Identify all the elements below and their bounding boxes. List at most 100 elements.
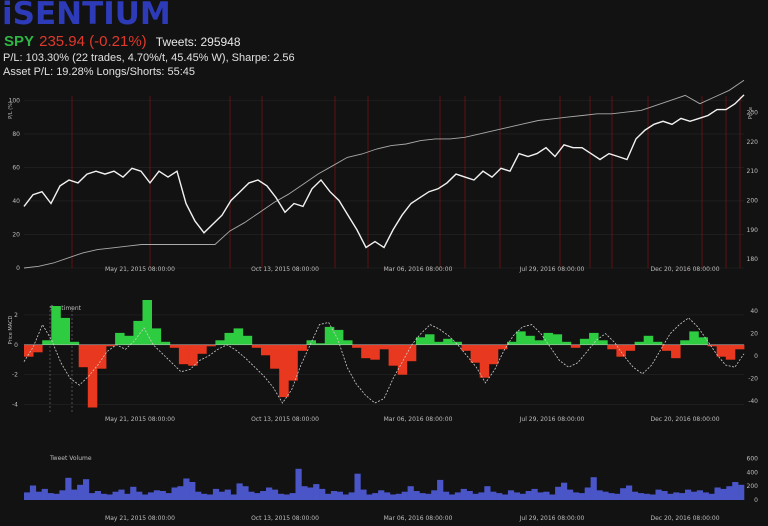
sentiment-bar [497,344,508,350]
volume-bar [614,493,621,500]
sentiment-bar [124,335,134,345]
volume-bar [218,491,225,500]
volume-bar [230,494,237,500]
volume-bar [454,492,461,500]
volume-bar [602,491,609,500]
sentiment-bar [552,334,563,345]
sentiment-bar [415,337,426,345]
sentiment-bar [652,341,663,345]
volume-bar [342,494,349,500]
volume-bar [531,488,538,500]
sentiment-bar [169,344,180,348]
sentiment-bar [370,344,380,360]
volume-bar [437,479,444,500]
macd-line [23,317,745,404]
y-tick-label: 400 [747,469,759,476]
sentiment-bar [561,341,572,345]
x-tick-label: Jul 29, 2016 08:00:00 [519,416,585,423]
sentiment-bar [115,332,125,345]
sentiment-bar [507,341,517,345]
volume-bar [655,489,662,500]
volume-bar [431,490,438,500]
volume-bar [555,486,562,500]
sentiment-bar [434,341,444,345]
volume-bar [507,490,515,500]
volume-bar [260,491,267,500]
x-tick-label: May 21, 2015 08:00:00 [105,416,175,423]
sentiment-bar [671,344,681,359]
volume-bar [201,493,208,500]
volume-bar [307,487,314,500]
volume-bar [130,486,137,500]
sentiment-bar [133,320,143,345]
sentiment-bar [452,341,462,345]
sentiment-bar [315,343,326,345]
sentiment-bar [215,340,225,345]
volume-bar [136,491,143,500]
x-tick-label: Jul 29, 2016 08:00:00 [519,266,585,273]
volume-bar [224,489,231,500]
volume-bar [519,493,526,500]
volume-bar [366,494,373,500]
x-tick-label: Oct 13, 2015 08:00:00 [251,416,319,423]
sentiment-bar [689,331,699,345]
sentiment-bar [324,326,335,345]
volume-bar [561,482,568,500]
sentiment-bar [106,344,116,347]
sentiment-bar [625,344,635,351]
volume-bar [637,493,644,500]
volume-bar [271,489,279,500]
volume-bar [65,477,72,500]
sentiment-bar [680,340,690,345]
sentiment-bar [488,344,499,365]
volume-bar [679,493,686,500]
x-tick-label: Dec 20, 2016 08:00:00 [650,266,719,273]
sentiment-bar [306,340,316,345]
volume-bar [147,492,155,500]
volume-bar [378,490,385,500]
volume-bar [242,486,249,500]
volume-bar [177,486,184,500]
volume-bar [71,489,78,500]
volume-bar [590,477,597,500]
volume-bar [47,493,54,500]
volume-bar [667,493,674,500]
volume-bar [714,487,721,500]
volume-bar [726,486,733,500]
volume-bar [289,493,296,500]
sentiment-bar [388,344,399,366]
sentiment-bar [598,340,608,345]
volume-bar [153,490,160,500]
volume-bar [596,490,603,500]
volume-bar [567,489,574,500]
volume-bar [330,491,338,500]
asset-pl-summary: Asset P/L: 19.28% Longs/Shorts: 55:45 [3,66,196,78]
y-axis-label: P/L (%) [8,101,14,119]
volume-bar [159,491,166,500]
y-tick-label: 200 [747,483,759,490]
volume-bar [100,493,107,500]
x-tick-label: Oct 13, 2015 08:00:00 [251,266,319,273]
y-tick-label: 210 [747,168,759,175]
sentiment-bar [579,338,590,345]
sentiment-bar [525,335,535,345]
y-tick-label: 0 [16,265,20,272]
y-tick-label: 600 [747,455,759,462]
x-tick-label: May 21, 2015 08:00:00 [105,266,175,273]
volume-bar [171,487,178,500]
volume-bar [207,494,214,500]
sentiment-bar [534,340,544,345]
y-tick-label: 0 [754,353,758,360]
sentiment-bar [352,344,362,348]
panel-title: Tweet Volume [49,455,92,462]
volume-bar [236,483,243,500]
volume-bar [77,484,84,500]
sentiment-bar [188,344,198,366]
sentiment-bar [607,344,617,350]
volume-bar [413,491,420,500]
volume-bar [35,491,42,500]
sentiment-bar [361,344,371,359]
volume-bar [183,478,190,500]
volume-bar [631,491,639,500]
volume-bar [443,491,450,500]
